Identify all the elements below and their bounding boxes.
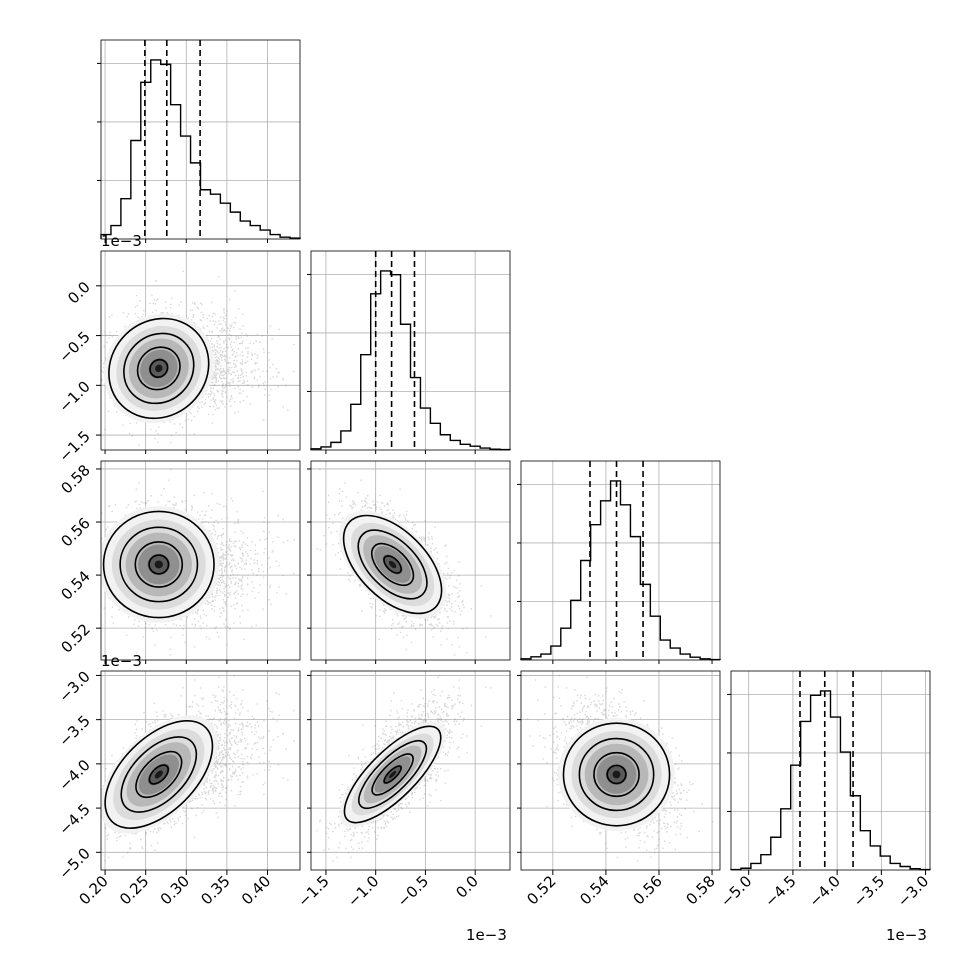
panel-2-0 [100,460,301,661]
contour-2 [136,346,181,391]
x-tick-label: 0.40 [238,872,274,908]
contour-3 [149,358,169,378]
panel-3-2 [520,670,721,871]
y-tick-label: −3.5 [55,712,93,750]
contour-0 [342,514,443,615]
x-tick-label: 0.25 [116,872,152,908]
panel-3-1 [310,670,511,871]
x-tick-label: 0.56 [629,872,665,908]
x-tick-label: −1.5 [294,872,332,910]
contour-2 [370,542,415,587]
y-axis-2: 0.52 0.54 0.56 0.58 [57,461,101,657]
x-axis-3: −5.0 −4.5 −4.0 −3.5 −3.0 [717,870,932,911]
x-tick-label: −4.0 [805,872,843,910]
histogram-panel-3 [730,670,931,871]
contour-1 [123,332,195,405]
x-tick-label: 0.52 [523,872,559,908]
x-axis-2: 0.52 0.54 0.56 0.58 [523,870,719,908]
panel-2-1 [310,460,511,661]
x-tick-label: −3.5 [850,872,888,910]
x-offset-label-col1: 1e−3 [466,926,507,944]
histogram-3 [730,690,931,871]
scatter-points [101,270,295,446]
contour-1 [358,739,428,809]
histogram-1 [310,270,511,451]
x-tick-label: −1.0 [344,872,382,910]
x-tick-label: −4.5 [761,872,799,910]
contour-0 [562,722,671,827]
x-tick-label: 0.30 [157,872,193,908]
x-tick-label: −3.0 [894,872,932,910]
y-offset-label-row3: 1e−3 [101,652,142,670]
x-axis-1: −1.5 −1.0 −0.5 0.0 [294,870,482,911]
histogram-2 [520,480,721,661]
y-tick-label: 0.54 [57,567,93,603]
y-tick-label: 0.58 [57,461,93,497]
y-offset-label-row1: 1e−3 [101,232,142,250]
contour-1 [357,529,428,600]
x-tick-label: 0.35 [197,872,233,908]
contour-0 [102,510,215,619]
contour-2 [593,751,640,798]
y-tick-label: 0.56 [57,514,93,550]
x-offset-label-col3: 1e−3 [886,926,927,944]
y-tick-label: −1.5 [55,427,93,465]
y-tick-label: −5.0 [55,844,93,882]
y-tick-label: 0.0 [64,278,94,308]
x-tick-label: 0.20 [76,872,112,908]
contour-3 [383,555,402,574]
y-tick-label: 0.52 [57,620,93,656]
contour-1 [578,737,655,812]
histogram-0 [100,59,301,239]
contour-0 [108,317,210,420]
histogram-panel-1 [310,250,511,451]
y-tick-label: −4.0 [55,756,93,794]
y-axis-1: −1.5 −1.0 −0.5 0.0 [55,278,101,466]
contour-3 [383,765,402,784]
x-tick-label: −0.5 [394,872,432,910]
histogram-panel-0 [100,39,301,240]
y-tick-label: −1.0 [55,377,93,415]
contour-2 [371,753,414,796]
contour-3 [148,764,169,785]
y-tick-label: −3.0 [55,668,93,706]
contour-3 [148,554,170,575]
y-tick-label: −4.5 [55,800,93,838]
contour-0 [343,725,442,824]
x-tick-label: −5.0 [717,872,755,910]
panel-3-0 [100,670,301,871]
contour-2 [134,541,184,588]
y-tick-label: −0.5 [55,328,93,366]
contour-1 [119,526,199,603]
histogram-panel-2 [520,460,721,661]
x-tick-label: 0.58 [683,872,719,908]
x-tick-label: 0.0 [452,872,482,902]
contour-3 [606,764,627,785]
contour-0 [104,720,214,829]
y-axis-3: −5.0 −4.5 −4.0 −3.5 −3.0 [55,668,101,883]
x-tick-label: 0.54 [576,872,612,908]
contour-2 [135,750,183,799]
x-axis-0: 0.20 0.25 0.30 0.35 0.40 [76,870,274,908]
contour-1 [120,736,198,813]
panel-1-0 [100,250,301,451]
